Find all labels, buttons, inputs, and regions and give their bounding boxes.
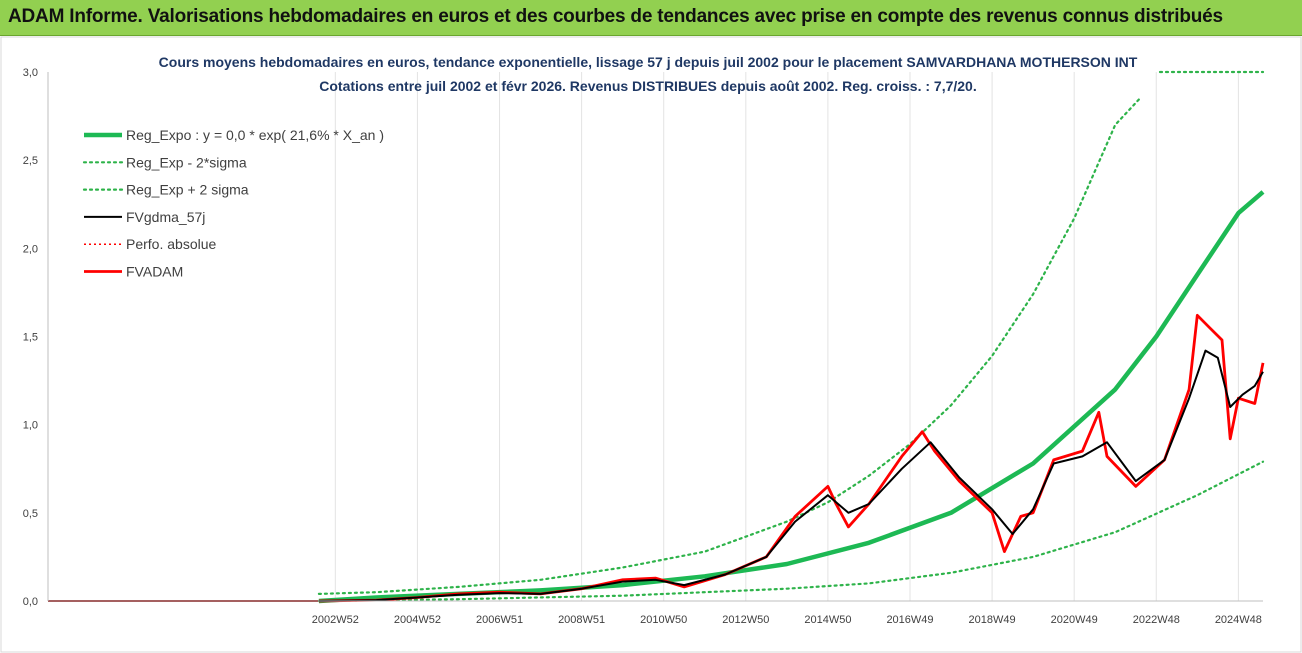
chart-frame xyxy=(0,36,1302,653)
series-line-1 xyxy=(317,460,1265,603)
y-tick-label: 1,0 xyxy=(23,420,38,432)
x-tick-label: 2022W48 xyxy=(1133,614,1180,626)
series-line-2 xyxy=(317,97,1142,596)
series-line-3 xyxy=(318,349,1264,602)
y-tick-label: 2,5 xyxy=(23,155,38,167)
x-tick-label: 2010W50 xyxy=(640,614,687,626)
axes: 0,0 0,5 1,0 1,5 2,0 2,5 3,0 2002W52 2004W52 2006W… xyxy=(23,67,1263,626)
x-tick-label: 2002W52 xyxy=(312,614,359,626)
header-title: ADAM Informe. Valorisations hebdomadaire… xyxy=(8,6,1223,27)
legend-label-5: FVADAM xyxy=(126,264,183,280)
x-tick-label: 2018W49 xyxy=(969,614,1016,626)
y-tick-label: 2,0 xyxy=(23,243,38,255)
chart-subtitle: Cotations entre juil 2002 et févr 2026. … xyxy=(319,78,976,94)
legend-label-2: Reg_Exp + 2 sigma xyxy=(126,182,249,198)
legend-label-1: Reg_Exp - 2*sigma xyxy=(126,154,247,170)
grid-lines xyxy=(334,72,1239,601)
header-banner: ADAM Informe. Valorisations hebdomadaire… xyxy=(0,0,1302,36)
series-line-0 xyxy=(318,190,1265,604)
series-line-5 xyxy=(318,313,1265,603)
series-lines xyxy=(48,70,1265,604)
x-tick-label: 2004W52 xyxy=(394,614,441,626)
y-tick-label: 3,0 xyxy=(23,67,38,79)
chart-title: Cours moyens hebdomadaires en euros, ten… xyxy=(159,54,1138,70)
y-tick-label: 0,5 xyxy=(23,508,38,520)
x-tick-label: 2008W51 xyxy=(558,614,605,626)
x-tick-label: 2014W50 xyxy=(804,614,851,626)
y-tick-label: 1,5 xyxy=(23,332,38,344)
legend-label-0: Reg_Expo : y = 0,0 * exp( 21,6% * X_an ) xyxy=(126,127,384,143)
legend-label-4: Perfo. absolue xyxy=(126,236,216,252)
legend-label-3: FVgdma_57j xyxy=(126,209,205,225)
legend: Reg_Expo : y = 0,0 * exp( 21,6% * X_an )… xyxy=(82,127,384,280)
y-tick-label: 0,0 xyxy=(23,596,38,608)
x-tick-label: 2006W51 xyxy=(476,614,523,626)
x-tick-label: 2012W50 xyxy=(722,614,769,626)
x-tick-label: 2020W49 xyxy=(1051,614,1098,626)
x-tick-label: 2016W49 xyxy=(886,614,933,626)
x-tick-label: 2024W48 xyxy=(1215,614,1262,626)
